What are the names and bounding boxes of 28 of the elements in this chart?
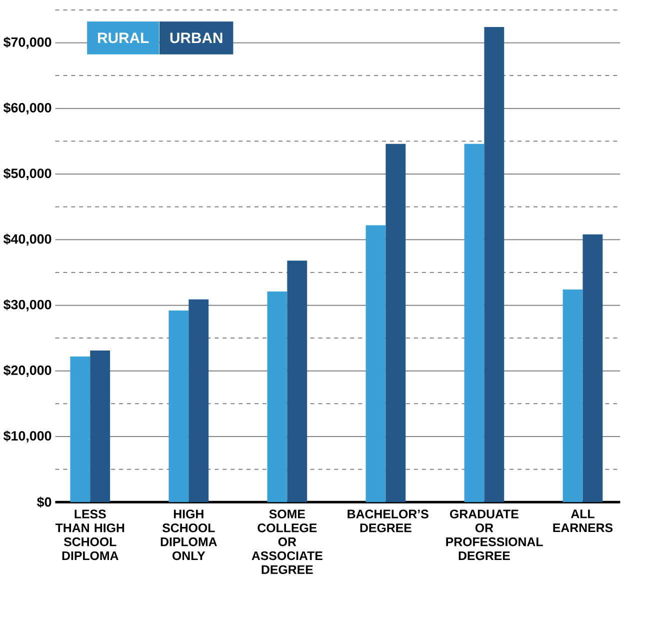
text: RURAL: [98, 32, 149, 44]
bar: [90, 350, 110, 502]
x-tick-label: SOME COLLEGE OR ASSOCIATE DEGREE: [252, 510, 322, 574]
bar: [366, 225, 386, 502]
bar: [267, 292, 288, 502]
y-tick-label: $30,000: [3, 299, 52, 312]
bar: [386, 144, 406, 502]
x-tick-label: GRADUATE OR PROFESSIONAL DEGREE: [446, 510, 543, 560]
y-tick-label: $50,000: [3, 168, 52, 180]
bar: [582, 234, 603, 502]
bar: [484, 27, 504, 502]
bar: [188, 300, 209, 502]
bar: [287, 260, 308, 502]
text: URBAN: [170, 32, 222, 44]
bar: [168, 310, 189, 502]
x-tick-label: BACHELOR’S DEGREE: [348, 510, 428, 532]
bar: [562, 290, 583, 502]
y-tick-label: $40,000: [3, 234, 52, 246]
y-tick-label: $70,000: [3, 36, 52, 49]
x-tick-label: HIGH SCHOOL DIPLOMA ONLY: [160, 510, 217, 560]
y-tick-label: $60,000: [3, 102, 52, 115]
x-tick-label: ALL EARNERS: [553, 510, 613, 532]
bar: [70, 356, 90, 502]
y-tick-label: $0: [37, 496, 52, 508]
x-tick-label: LESS THAN HIGH SCHOOL DIPLOMA: [55, 510, 124, 560]
y-tick-label: $10,000: [3, 430, 52, 443]
bar: [464, 144, 484, 502]
y-tick-label: $20,000: [3, 365, 52, 378]
